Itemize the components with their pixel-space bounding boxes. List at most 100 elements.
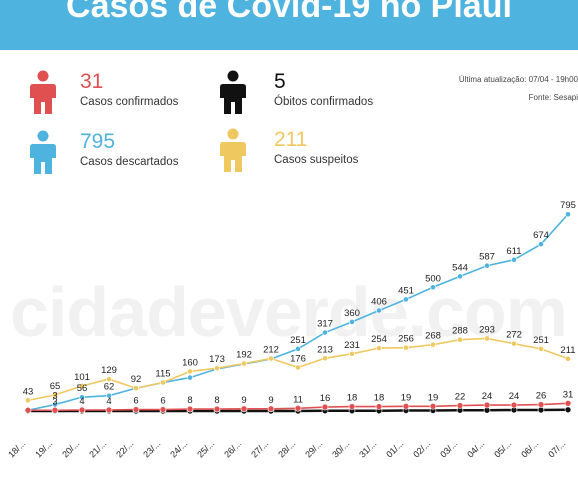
data-point-confirmed[interactable] bbox=[51, 406, 59, 414]
data-point-discarded[interactable] bbox=[511, 256, 517, 263]
person-icon bbox=[30, 130, 56, 174]
data-point-suspected[interactable] bbox=[106, 376, 112, 382]
x-tick-label: 20/... bbox=[60, 438, 81, 459]
data-label-suspected: 211 bbox=[560, 345, 575, 356]
source-text: Fonte: Sesapi bbox=[528, 93, 578, 102]
data-point-discarded[interactable] bbox=[565, 211, 571, 218]
data-point-suspected[interactable] bbox=[322, 355, 328, 362]
line-chart: 356 6225131736040645150054458761167479543… bbox=[6, 200, 576, 459]
data-point-suspected[interactable] bbox=[52, 392, 58, 398]
series-suspected bbox=[25, 335, 571, 404]
data-point-discarded[interactable] bbox=[79, 394, 85, 401]
data-point-suspected[interactable] bbox=[538, 345, 544, 352]
data-label-discarded: 500 bbox=[425, 273, 441, 284]
data-label-suspected: 213 bbox=[317, 344, 333, 355]
data-label-confirmed: 18 bbox=[347, 393, 358, 404]
data-point-suspected[interactable] bbox=[79, 383, 85, 389]
data-point-discarded[interactable] bbox=[187, 374, 193, 381]
data-point-suspected[interactable] bbox=[133, 385, 139, 392]
data-label-confirmed: 9 bbox=[241, 395, 246, 406]
data-label-confirmed: 19 bbox=[401, 392, 412, 403]
x-tick-label: 21/... bbox=[87, 438, 108, 459]
data-label-confirmed: 11 bbox=[293, 394, 303, 405]
data-point-confirmed[interactable] bbox=[483, 401, 491, 409]
data-point-discarded[interactable] bbox=[457, 273, 463, 280]
data-point-discarded[interactable] bbox=[484, 262, 490, 269]
stat-suspected: 211 Casos suspeitos bbox=[216, 128, 358, 172]
data-point-suspected[interactable] bbox=[565, 355, 571, 362]
stat-value-confirmed: 31 bbox=[80, 70, 104, 93]
data-point-confirmed[interactable] bbox=[429, 402, 437, 410]
data-point-confirmed[interactable] bbox=[132, 406, 140, 413]
data-point-discarded[interactable] bbox=[538, 241, 544, 248]
stat-value-suspected: 211 bbox=[274, 128, 308, 151]
data-point-suspected[interactable] bbox=[241, 360, 247, 367]
data-point-suspected[interactable] bbox=[376, 345, 382, 352]
stat-deaths: 5 Óbitos confirmados bbox=[216, 70, 373, 114]
x-tick-label: 01/... bbox=[384, 438, 405, 459]
data-point-discarded[interactable] bbox=[376, 307, 382, 314]
data-label-confirmed: 19 bbox=[428, 392, 439, 403]
data-label-suspected: 272 bbox=[506, 330, 522, 341]
data-label-discarded: 56 bbox=[77, 383, 88, 394]
data-point-confirmed[interactable] bbox=[294, 404, 302, 412]
data-point-confirmed[interactable] bbox=[537, 401, 545, 408]
data-point-suspected[interactable] bbox=[25, 397, 31, 404]
x-tick-label: 18/... bbox=[6, 438, 27, 459]
data-point-confirmed[interactable] bbox=[321, 403, 329, 411]
data-point-confirmed[interactable] bbox=[213, 405, 221, 413]
data-point-suspected[interactable] bbox=[511, 340, 517, 347]
data-point-confirmed[interactable] bbox=[105, 406, 113, 414]
data-label-discarded: 611 bbox=[506, 246, 521, 257]
data-label-suspected: 176 bbox=[290, 353, 306, 364]
x-tick-label: 24/... bbox=[168, 438, 189, 459]
data-label-suspected: 256 bbox=[398, 334, 414, 345]
data-label-suspected: 101 bbox=[74, 372, 90, 383]
data-point-discarded[interactable] bbox=[403, 296, 409, 303]
data-point-confirmed[interactable] bbox=[402, 402, 410, 410]
data-label-confirmed: 4 bbox=[79, 396, 84, 407]
data-point-confirmed[interactable] bbox=[186, 405, 194, 413]
data-point-suspected[interactable] bbox=[349, 350, 355, 357]
data-label-confirmed: 4 bbox=[106, 396, 111, 407]
x-tick-label: 03/... bbox=[438, 438, 459, 459]
data-point-confirmed[interactable] bbox=[78, 406, 86, 414]
data-label-suspected: 231 bbox=[344, 340, 360, 351]
data-point-discarded[interactable] bbox=[322, 329, 328, 336]
data-point-suspected[interactable] bbox=[160, 379, 166, 386]
data-label-discarded: 406 bbox=[371, 297, 387, 308]
data-point-confirmed[interactable] bbox=[456, 402, 464, 409]
data-point-suspected[interactable] bbox=[457, 336, 463, 343]
x-tick-label: 31/... bbox=[357, 438, 378, 459]
data-point-suspected[interactable] bbox=[403, 344, 409, 351]
data-point-confirmed[interactable] bbox=[24, 406, 32, 414]
data-point-confirmed[interactable] bbox=[240, 405, 248, 413]
data-point-discarded[interactable] bbox=[349, 318, 355, 325]
data-point-confirmed[interactable] bbox=[510, 401, 518, 409]
data-point-confirmed[interactable] bbox=[159, 406, 167, 413]
update-info: Última atualização: 07/04 - 19h00 Fonte:… bbox=[459, 71, 578, 107]
data-point-deaths[interactable] bbox=[564, 406, 572, 414]
x-tick-label: 07/... bbox=[546, 438, 567, 459]
data-point-deaths[interactable] bbox=[537, 406, 545, 414]
data-label-confirmed: 6 bbox=[160, 396, 165, 407]
data-point-suspected[interactable] bbox=[187, 368, 193, 375]
data-label-discarded: 317 bbox=[317, 319, 333, 330]
data-label-confirmed: 8 bbox=[187, 395, 192, 406]
data-point-confirmed[interactable] bbox=[375, 403, 383, 410]
data-point-confirmed[interactable] bbox=[267, 405, 275, 413]
data-label-suspected: 173 bbox=[209, 354, 225, 365]
data-point-confirmed[interactable] bbox=[564, 400, 572, 407]
data-point-suspected[interactable] bbox=[430, 341, 436, 348]
data-point-discarded[interactable] bbox=[295, 345, 301, 352]
data-point-discarded[interactable] bbox=[430, 284, 436, 291]
data-point-confirmed[interactable] bbox=[348, 403, 356, 410]
data-point-suspected[interactable] bbox=[268, 355, 274, 362]
stat-value-deaths: 5 bbox=[274, 70, 286, 93]
data-point-suspected[interactable] bbox=[484, 335, 490, 342]
data-point-suspected[interactable] bbox=[295, 364, 301, 371]
data-point-suspected[interactable] bbox=[214, 365, 220, 372]
data-point-discarded[interactable] bbox=[106, 392, 112, 399]
data-label-suspected: 254 bbox=[371, 334, 387, 345]
stat-label-suspected: Casos suspeitos bbox=[274, 154, 359, 166]
